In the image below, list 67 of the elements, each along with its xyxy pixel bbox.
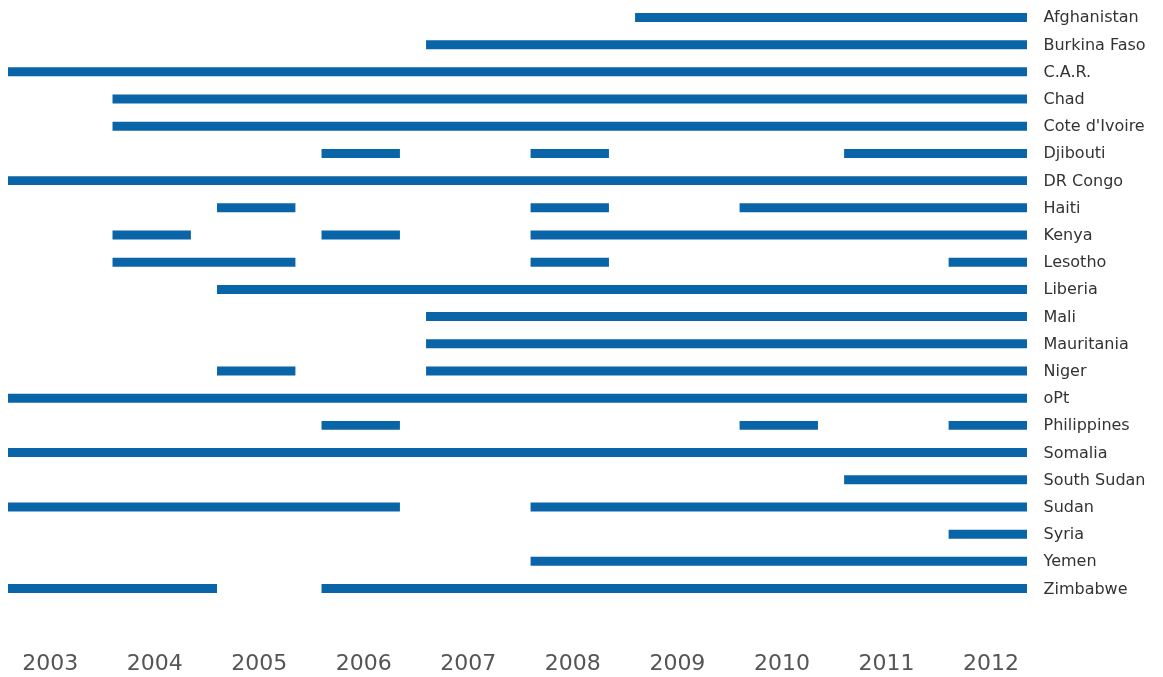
y-tick-label: C.A.R.	[1043, 61, 1092, 81]
y-tick-label: Lesotho	[1043, 252, 1107, 272]
bar	[112, 94, 1027, 104]
bar	[112, 257, 296, 267]
y-tick-label: Somalia	[1043, 442, 1108, 462]
bar	[948, 257, 1027, 267]
bar	[112, 230, 191, 240]
bar	[530, 556, 1027, 566]
bar	[321, 148, 400, 158]
x-tick-label: 2005	[231, 649, 288, 675]
y-tick-label: Chad	[1043, 89, 1085, 109]
bar	[321, 584, 1027, 594]
y-tick-label: Mauritania	[1043, 333, 1129, 353]
bar	[321, 420, 400, 430]
y-tick-label: Haiti	[1043, 197, 1081, 217]
bar	[321, 230, 400, 240]
y-tick-label: Mali	[1043, 306, 1076, 326]
bar	[635, 12, 1027, 22]
bar	[8, 584, 218, 594]
bar	[426, 366, 1027, 376]
bar	[8, 393, 1027, 403]
x-tick-label: 2009	[649, 649, 706, 675]
bar	[739, 420, 818, 430]
bar	[426, 40, 1027, 50]
y-tick-label: Syria	[1043, 524, 1084, 544]
bar	[844, 148, 1027, 158]
bar	[426, 312, 1027, 322]
bar	[112, 121, 1027, 131]
y-tick-label: Sudan	[1043, 496, 1094, 516]
y-tick-label: oPt	[1043, 388, 1070, 408]
x-tick-label: 2010	[753, 649, 810, 675]
bar	[217, 366, 296, 376]
bar	[217, 284, 1027, 294]
y-tick-label: Niger	[1043, 360, 1087, 380]
x-tick-label: 2012	[962, 649, 1019, 675]
x-tick-label: 2011	[858, 649, 915, 675]
bar	[8, 502, 400, 512]
y-tick-label: Liberia	[1043, 279, 1098, 299]
y-tick-label: Philippines	[1043, 415, 1130, 435]
y-tick-label: Zimbabwe	[1043, 578, 1128, 598]
y-tick-label: Burkina Faso	[1043, 34, 1146, 54]
bar	[426, 339, 1027, 349]
bar	[948, 529, 1027, 539]
x-tick-label: 2008	[544, 649, 601, 675]
bar	[530, 148, 609, 158]
x-tick-label: 2007	[440, 649, 497, 675]
bar	[844, 475, 1027, 485]
bar	[530, 203, 609, 213]
x-tick-label: 2006	[335, 649, 392, 675]
bar	[8, 176, 1027, 186]
y-tick-label: DR Congo	[1043, 170, 1124, 190]
y-tick-label: Kenya	[1043, 225, 1093, 245]
y-tick-label: Yemen	[1042, 551, 1097, 571]
bar	[530, 502, 1027, 512]
y-tick-label: Afghanistan	[1043, 7, 1139, 27]
bar	[8, 448, 1027, 458]
bar	[530, 230, 1027, 240]
x-tick-label: 2003	[22, 649, 79, 675]
y-tick-label: Djibouti	[1043, 143, 1106, 163]
bar	[217, 203, 296, 213]
bar	[530, 257, 609, 267]
bar	[8, 67, 1027, 77]
y-tick-label: South Sudan	[1043, 469, 1146, 489]
bar	[739, 203, 1027, 213]
bar	[948, 420, 1027, 430]
y-tick-label: Cote d'Ivoire	[1043, 116, 1145, 136]
x-tick-label: 2004	[126, 649, 183, 675]
